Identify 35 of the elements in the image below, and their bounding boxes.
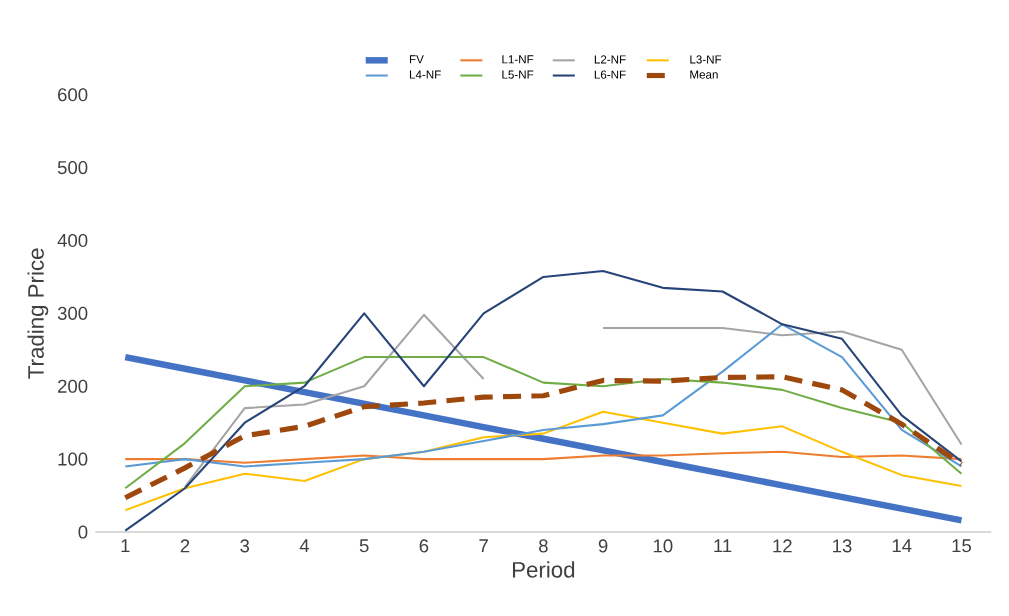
legend-label: Mean [690, 70, 718, 79]
x-tick-label: 5 [359, 539, 369, 553]
x-tick-label: 14 [892, 539, 912, 552]
x-tick-label: 1 [121, 539, 130, 552]
x-tick-label: 3 [240, 539, 250, 553]
x-tick-label: 7 [479, 539, 488, 552]
y-tick-label: 300 [57, 306, 88, 320]
legend-label: L2-NF [594, 55, 626, 64]
y-axis-title: Trading Price [27, 248, 49, 379]
x-tick-label: 10 [653, 539, 673, 553]
x-tick-label: 13 [833, 539, 852, 553]
legend-label: L1-NF [502, 55, 534, 64]
x-axis-title: Period [512, 561, 575, 578]
y-tick-label: 200 [58, 379, 88, 393]
legend-label: L6-NF [594, 70, 626, 79]
x-tick-label: 11 [714, 539, 732, 552]
x-tick-label: 8 [539, 539, 548, 553]
x-tick-label: 15 [952, 539, 971, 553]
line-series [124, 269, 963, 532]
x-tick-label: 4 [299, 539, 310, 552]
x-tick-label: 2 [180, 539, 190, 553]
line-series [124, 323, 963, 468]
x-tick-label: 9 [598, 539, 608, 553]
x-tick-label: 12 [773, 539, 792, 553]
legend-label: L3-NF [690, 55, 722, 64]
legend-label: FV [409, 55, 424, 64]
y-tick-label: 100 [58, 452, 88, 466]
legend-label: L5-NF [502, 70, 534, 79]
y-tick-label: 500 [57, 160, 88, 174]
y-tick-label: 400 [57, 233, 88, 247]
y-tick-label: 600 [58, 87, 88, 102]
x-tick-label: 6 [419, 539, 429, 553]
legend-label: L4-NF [409, 70, 441, 79]
y-tick-label: 0 [78, 525, 88, 539]
line-series [124, 410, 963, 511]
